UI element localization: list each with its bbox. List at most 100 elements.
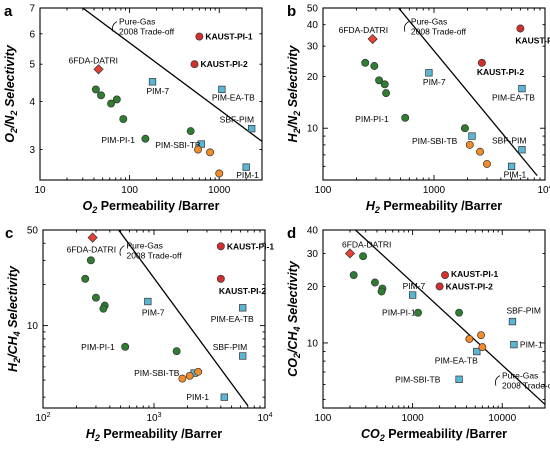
tradeoff-pointer [495, 375, 501, 386]
point-label: 6FDA-DATRI [339, 25, 388, 35]
data-point [371, 278, 379, 287]
x-axis-title: H2 Permeability /Barrer [86, 427, 222, 443]
point-label: PIM-1 [504, 169, 527, 179]
data-point [185, 371, 194, 380]
tradeoff-label-line1: Pure-Gas [119, 17, 155, 27]
point-label: PIM-SBI-TB [395, 374, 441, 384]
data-point [483, 159, 491, 168]
tradeoff-pointer [112, 21, 118, 32]
data-point [86, 256, 95, 265]
point-label: KAUST-PI-1 [515, 36, 550, 46]
data-point [97, 91, 106, 100]
point-label: KAUST-PI-2 [446, 281, 494, 291]
data-point [87, 232, 98, 243]
y-tick-label: 7 [29, 4, 35, 15]
y-tick-label: 3 [29, 145, 35, 156]
data-point [435, 282, 444, 291]
tradeoff-label-line1: Pure-Gas [502, 371, 538, 381]
data-point [194, 367, 203, 376]
point-label: PIM-7 [403, 281, 426, 291]
point-label: KAUST-PI-2 [219, 286, 267, 296]
y-tick-label: 10 [307, 124, 319, 135]
data-point [477, 331, 485, 340]
x-tick-label: 102 [35, 412, 50, 424]
x-tick-label: 1000 [401, 413, 424, 424]
tradeoff-pointer [404, 21, 410, 32]
y-axis-title: H2/N2 Selectivity [286, 45, 302, 143]
y-tick-label: 40 [307, 226, 319, 237]
x-tick-label: 1000 [423, 185, 446, 196]
y-tick-label: 10 [27, 321, 39, 332]
data-point [401, 113, 410, 122]
point-label: PIM-7 [423, 77, 446, 87]
data-point [375, 76, 384, 85]
x-tick-label: 103 [146, 412, 161, 424]
data-point [206, 148, 215, 157]
data-point [93, 64, 104, 75]
x-tick-label: 1000 [208, 185, 231, 196]
chart-panel-d: 100 1000 10000 10 20 30 40 CO2 Permeability /Ba… [286, 225, 550, 443]
x-tick-label: 100 [315, 413, 332, 424]
data-point [408, 291, 417, 299]
point-label: SBF-PIM [506, 306, 540, 316]
data-point [91, 85, 100, 94]
data-point [216, 274, 225, 283]
data-point [195, 32, 204, 41]
point-label: SBF-PIM [220, 115, 254, 125]
panel-letter: d [287, 225, 296, 242]
point-label: PIM-1 [520, 340, 543, 350]
point-label: KAUST-PI-1 [205, 32, 253, 42]
point-label: PIM-SBI-TB [412, 136, 458, 146]
x-tick-label: 104 [257, 412, 272, 424]
data-point [349, 271, 358, 280]
data-point [361, 58, 370, 67]
data-point [144, 297, 152, 306]
data-point [359, 252, 368, 261]
data-point [441, 271, 449, 280]
point-label: PIM-7 [142, 308, 165, 318]
data-point [107, 99, 115, 108]
data-point [172, 347, 181, 356]
x-axis-title: H2 Permeability /Barrer [366, 199, 502, 215]
plot-frame [39, 7, 263, 181]
y-tick-label: 10 [307, 338, 319, 349]
data-point [478, 343, 487, 352]
data-point [119, 115, 128, 124]
x-axis-title: CO2 Permeability /Barrer [361, 427, 507, 443]
data-point [99, 304, 108, 313]
x-tick-label: 100 [315, 185, 332, 196]
point-label: PIM-PI-1 [382, 308, 416, 318]
data-point [377, 287, 386, 296]
data-point [220, 393, 228, 401]
tradeoff-label-line1: Pure-Gas [411, 17, 447, 27]
data-point [370, 62, 379, 70]
tradeoff-label-line1: Pure-Gas [126, 241, 162, 251]
data-point [380, 80, 389, 89]
data-point [242, 163, 250, 171]
data-point [382, 89, 391, 98]
y-tick-label: 20 [307, 72, 319, 83]
data-point [218, 85, 226, 94]
data-point [216, 242, 225, 251]
tradeoff-line [118, 230, 249, 407]
x-tick-label: 10 [34, 185, 46, 196]
data-point [460, 124, 469, 133]
point-label: PIM-1 [186, 392, 209, 402]
data-point [81, 274, 90, 283]
data-point [465, 335, 474, 343]
data-point [190, 60, 199, 69]
chart-panel-b: 100 1000 104 10 20 30 40 50 H2 Permeability /Bar… [286, 3, 550, 215]
point-label: PIM-EA-TB [492, 93, 535, 103]
data-point [508, 317, 517, 326]
point-label: PIM-PI-1 [355, 114, 389, 124]
data-point [141, 134, 150, 143]
point-label: SBF-PIM [492, 136, 526, 146]
data-point [248, 124, 256, 133]
point-label: KAUST-PI-1 [227, 241, 275, 251]
data-point [518, 84, 526, 93]
tradeoff-line [398, 8, 538, 177]
data-point [473, 347, 481, 356]
